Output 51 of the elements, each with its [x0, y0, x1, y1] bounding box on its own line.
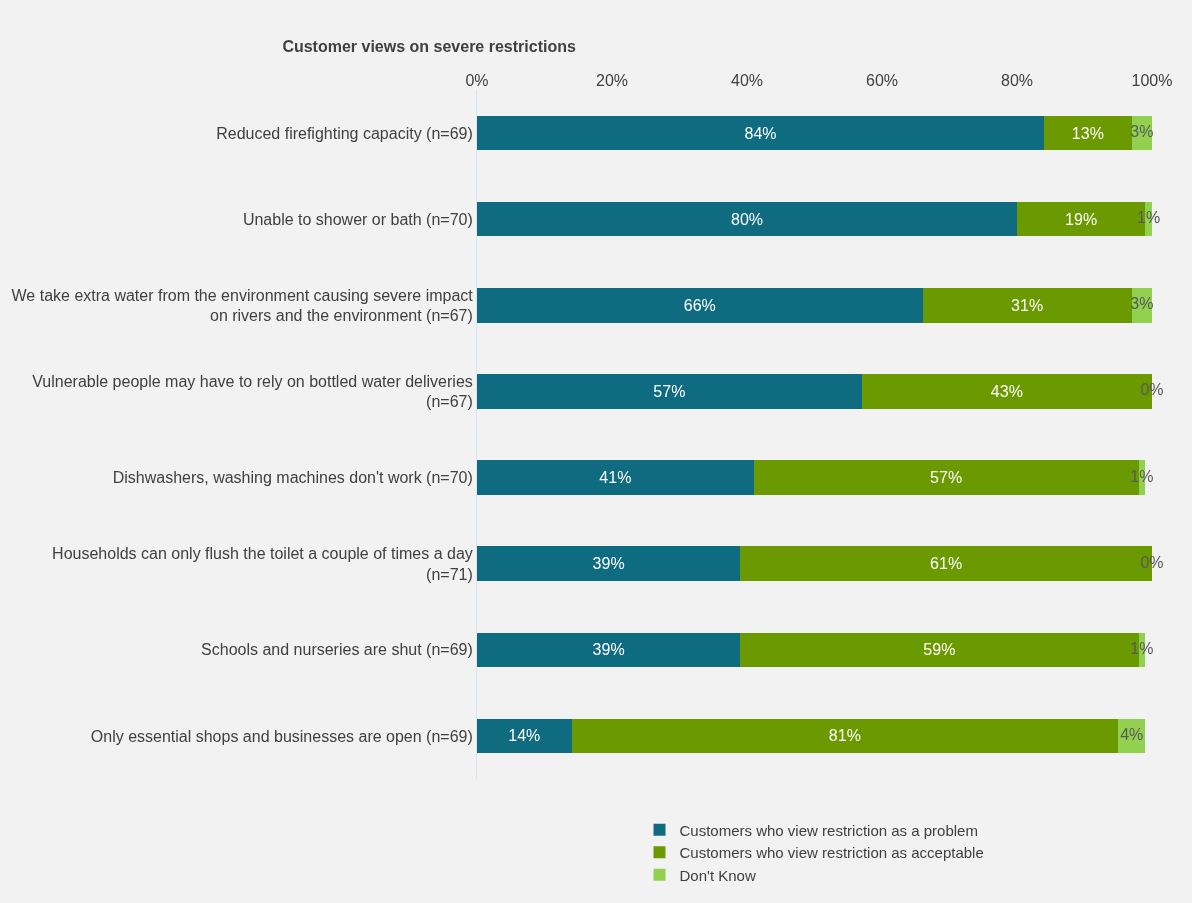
y-tick-label: Only essential shops and businesses are open (n=69) [90, 727, 473, 745]
chart-title: Customer views on severe restrictions [282, 37, 576, 55]
y-tick-label: We take extra water from the environment causing severe impact on rivers and the environment (n=67) [11, 286, 474, 325]
data-label: 0% [1140, 381, 1164, 399]
data-label: 0% [1140, 553, 1164, 571]
data-label: 1% [1130, 467, 1154, 485]
x-tick-label: 20% [595, 71, 629, 89]
y-tick-label: Households can only flush the toilet a couple of times a day (n=71) [52, 544, 473, 583]
data-label: 57% [930, 469, 963, 487]
data-label: 80% [730, 210, 764, 228]
y-tick-label: Dishwashers, washing machines don't work (n=70) [112, 469, 473, 487]
x-tick-label: 80% [1000, 71, 1034, 89]
x-tick-label: 60% [865, 71, 899, 89]
bar [477, 546, 741, 581]
bar [922, 288, 1132, 323]
legend-label: Don't Know [679, 866, 756, 884]
bar [477, 460, 754, 495]
legend-label: Customers who view restriction as a problem [679, 821, 978, 839]
data-label: 1% [1137, 209, 1161, 227]
bar [477, 115, 1044, 151]
x-tick-label: 40% [730, 71, 764, 89]
data-label: 84% [744, 124, 777, 142]
bar [571, 718, 1119, 754]
x-tick-label: 0% [465, 71, 489, 89]
bar [477, 374, 862, 409]
data-label: 43% [990, 382, 1023, 400]
data-label: 81% [828, 727, 861, 745]
data-label: 59% [923, 641, 956, 659]
data-label: 14% [508, 727, 541, 745]
data-label: 19% [1065, 210, 1098, 228]
data-label: 39% [592, 555, 625, 573]
data-label: 41% [599, 469, 632, 487]
data-label: 39% [592, 641, 625, 659]
legend-label: Customers who view restriction as acceptable [679, 844, 984, 862]
data-label: 1% [1130, 639, 1154, 657]
data-label: 66% [683, 296, 716, 314]
data-label: 13% [1071, 124, 1104, 142]
y-tick-label: Reduced firefighting capacity (n=69) [216, 124, 473, 142]
y-tick-label: Unable to shower or bath (n=70) [242, 210, 473, 228]
bar [477, 288, 923, 323]
y-tick-label: Schools and nurseries are shut (n=69) [201, 641, 473, 659]
bar [477, 718, 572, 754]
x-tick-label: 100% [1131, 71, 1173, 89]
bar [477, 201, 1017, 237]
data-label: 4% [1120, 725, 1144, 743]
bar [477, 632, 741, 668]
data-label: 31% [1011, 296, 1044, 314]
data-label: 57% [653, 382, 686, 400]
bar [1044, 115, 1132, 151]
y-tick-label: Vulnerable people may have to rely on bottled water deliveries (n=67) [32, 372, 473, 411]
data-label: 61% [930, 555, 963, 573]
